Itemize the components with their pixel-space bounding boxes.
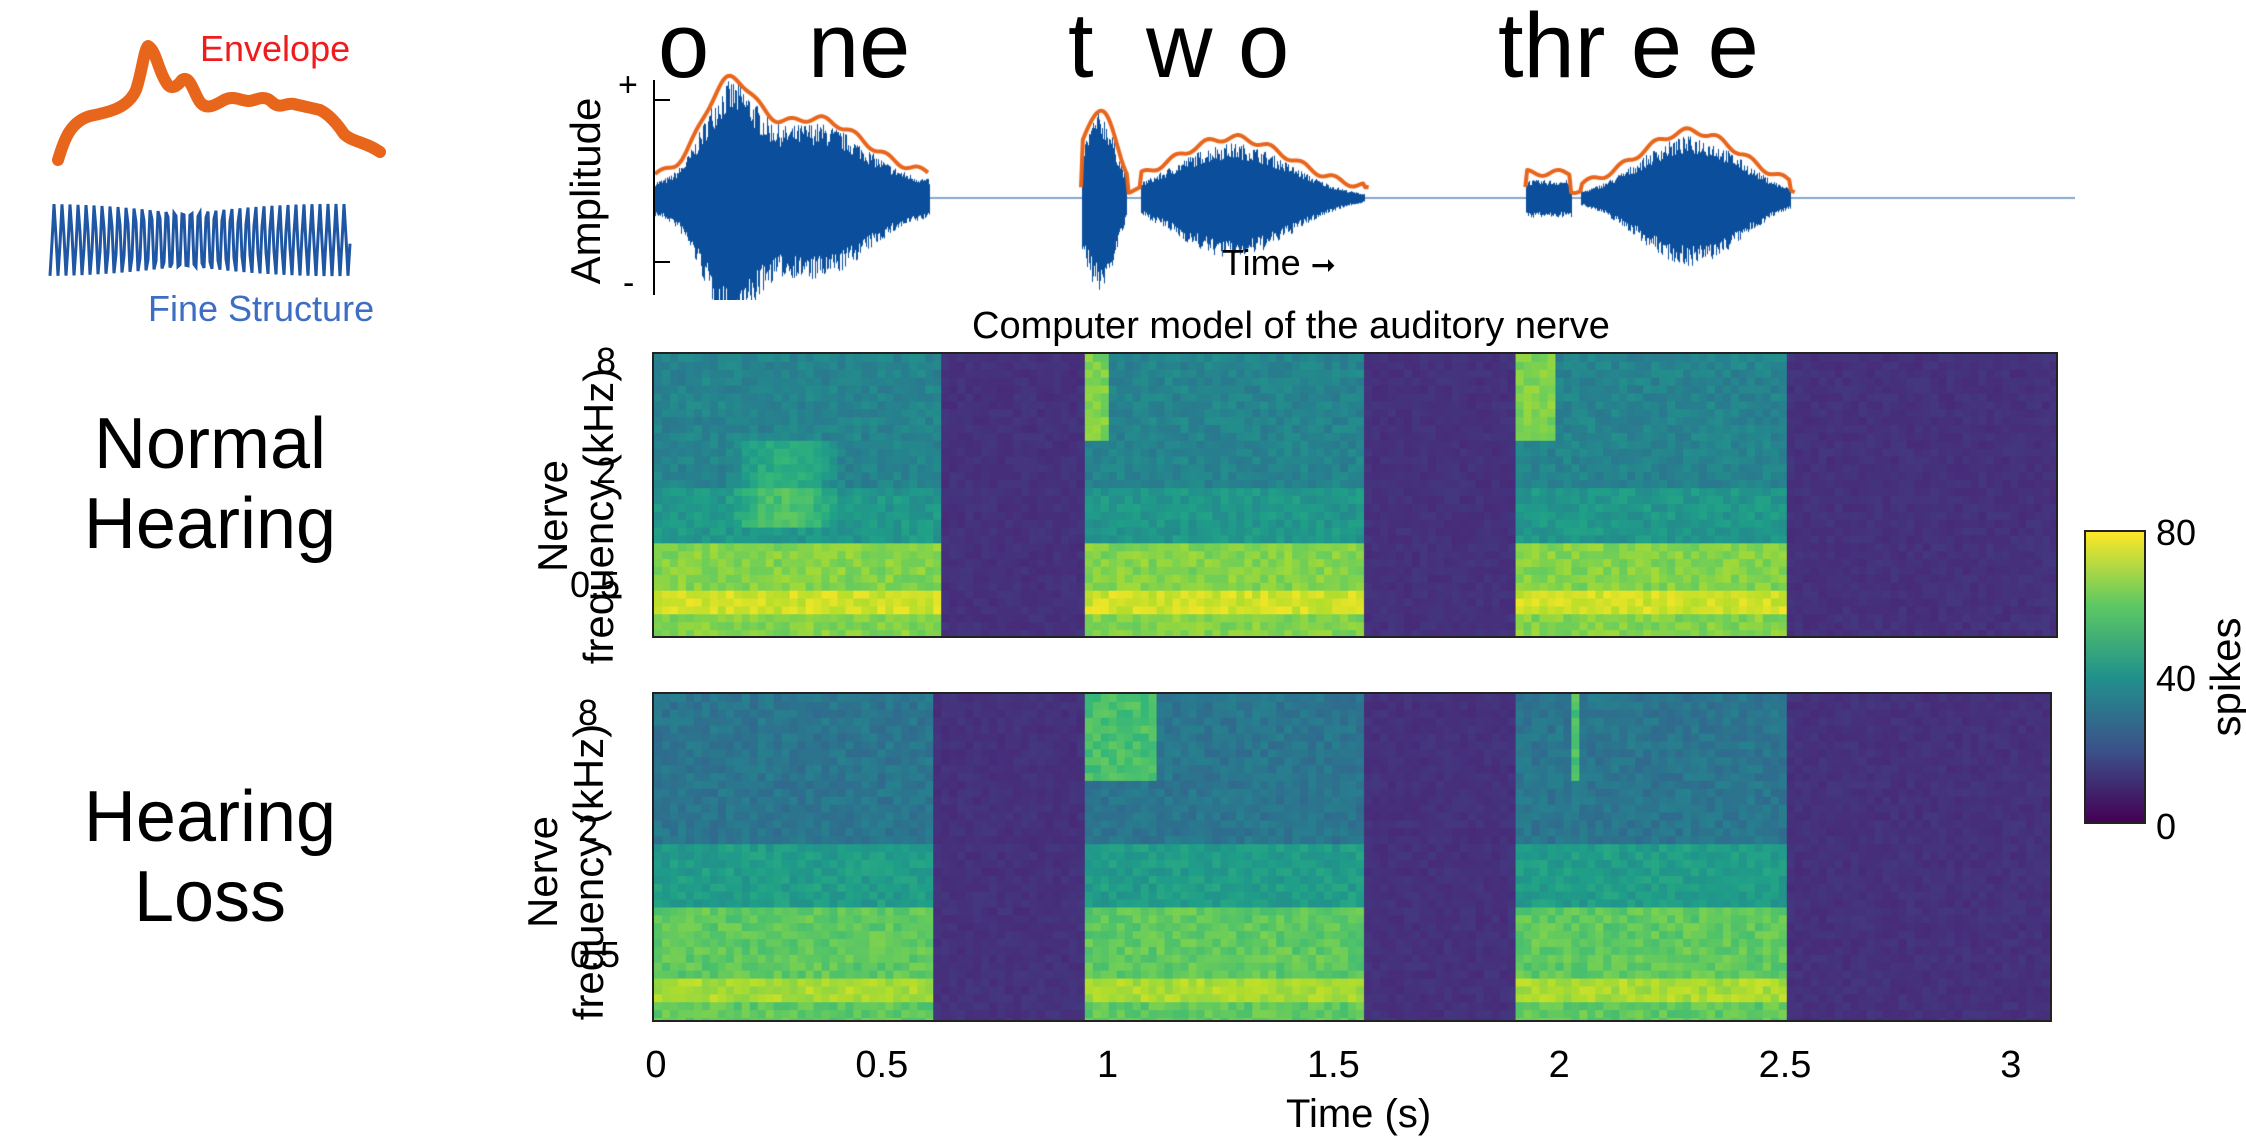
ytick-normal-8: 8 [596, 340, 617, 381]
colorbar-tick-80: 80 [2156, 512, 2197, 553]
hearing-loss-heatmap [652, 692, 2052, 1022]
nerve-label-line1: Nerve [529, 459, 576, 573]
envelope-finestructure-legend [48, 40, 386, 277]
x-tick-1: 1 [1097, 1044, 1119, 1086]
model-title: Computer model of the auditory nerve [972, 305, 1610, 347]
x-tick-0.5: 0.5 [855, 1044, 909, 1086]
fine-structure-label: Fine Structure [148, 288, 375, 329]
row-label-hearing-loss: Hearing Loss [83, 777, 337, 937]
ytick-normal-2: 2 [596, 450, 617, 491]
x-tick-2: 2 [1548, 1044, 1570, 1086]
ytick-loss-2: 2 [578, 808, 599, 849]
x-tick-2.5: 2.5 [1758, 1044, 1812, 1086]
x-tick-3: 3 [2000, 1044, 2022, 1086]
time-arrow-label: Time ➞ [1222, 242, 1336, 284]
row-label-normal-hearing: Normal Hearing [83, 404, 337, 564]
ytick-loss-8: 8 [578, 692, 599, 733]
amplitude-plus: + [618, 66, 638, 104]
colorbar-label: spikes [2202, 617, 2246, 737]
x-tick-1.5: 1.5 [1306, 1044, 1360, 1086]
speech-waveform-plot [655, 70, 2075, 300]
envelope-curve [52, 40, 386, 166]
x-tick-0: 0 [645, 1044, 667, 1086]
ytick-loss-0.5: 0.5 [570, 934, 621, 975]
amplitude-minus: - [623, 264, 635, 302]
colorbar [2084, 530, 2146, 824]
envelope-label: Envelope [200, 28, 351, 69]
x-axis-label: Time (s) [1286, 1092, 1432, 1136]
time-label: Time [1222, 242, 1301, 283]
right-arrow-icon: ➞ [1310, 248, 1336, 283]
nerve-label-line1: Nerve [519, 815, 566, 929]
colorbar-tick-0: 0 [2156, 806, 2177, 847]
amplitude-axis-label: Amplitude [562, 97, 609, 285]
colorbar-tick-40: 40 [2156, 658, 2197, 699]
fine-structure-wave [48, 203, 352, 277]
normal-hearing-heatmap [652, 352, 2058, 638]
nerve-frequency-label-loss: Nerve frequency (kHz) [519, 672, 612, 1072]
ytick-normal-0.5: 0.5 [570, 564, 621, 605]
